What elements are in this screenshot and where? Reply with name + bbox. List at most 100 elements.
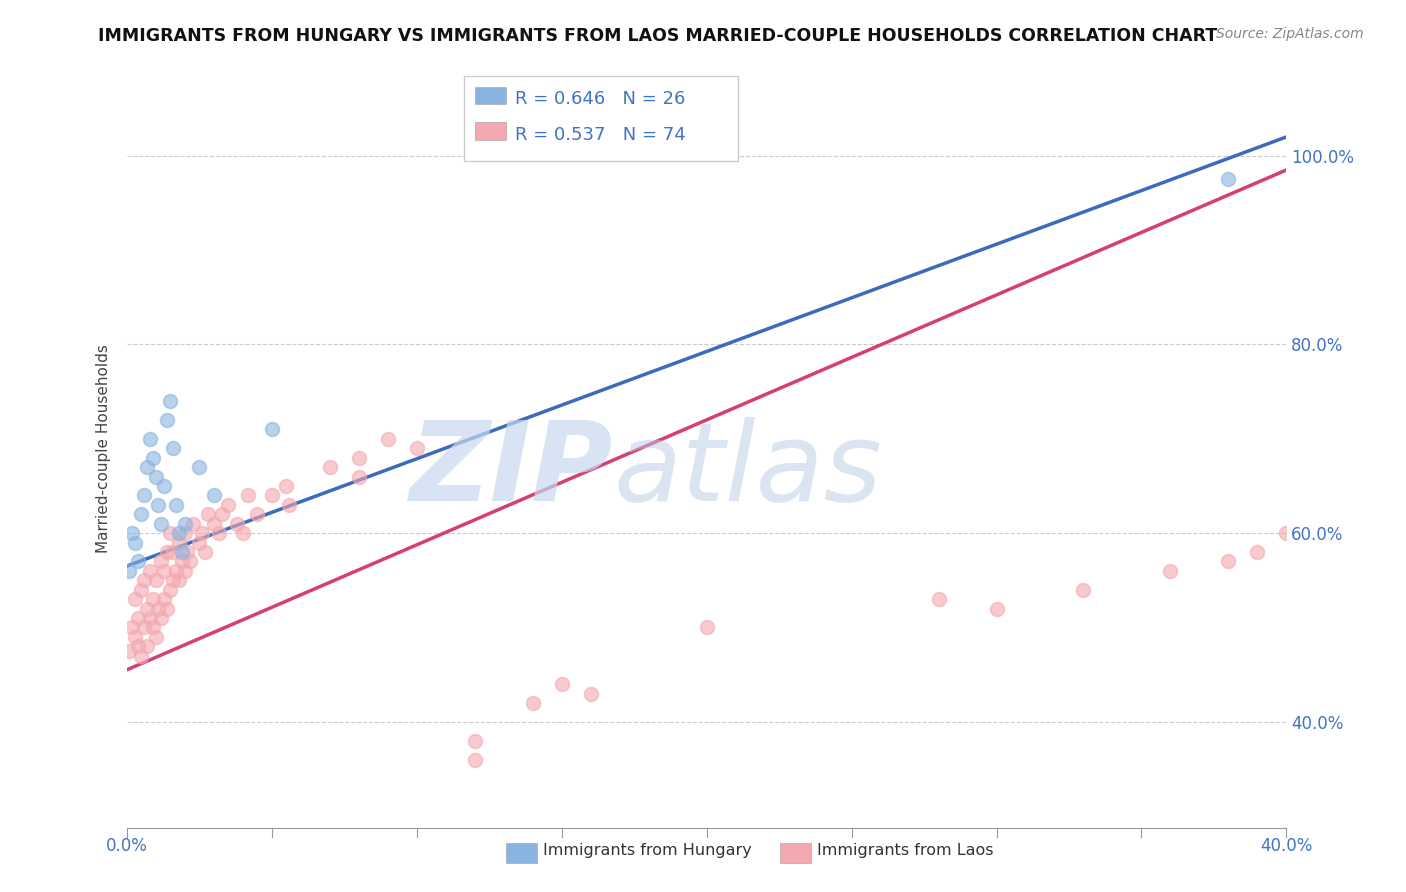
Point <box>153 479 176 493</box>
Point <box>121 620 143 634</box>
Text: Immigrants from Hungary: Immigrants from Hungary <box>543 844 751 858</box>
Text: R = 0.537   N = 74: R = 0.537 N = 74 <box>515 126 685 144</box>
Point <box>153 564 176 578</box>
Point <box>696 620 718 634</box>
Point <box>1305 516 1327 531</box>
Point <box>194 545 217 559</box>
Point <box>121 526 143 541</box>
Point <box>156 545 179 559</box>
Point <box>1073 582 1095 597</box>
Point <box>318 460 340 475</box>
Text: 40.0%: 40.0% <box>1260 837 1313 855</box>
Point <box>165 498 187 512</box>
Point <box>159 582 181 597</box>
Point <box>138 432 162 446</box>
Point <box>118 644 141 658</box>
Point <box>231 526 254 541</box>
Point <box>145 469 167 483</box>
Text: IMMIGRANTS FROM HUNGARY VS IMMIGRANTS FROM LAOS MARRIED-COUPLE HOUSEHOLDS CORREL: IMMIGRANTS FROM HUNGARY VS IMMIGRANTS FR… <box>98 27 1218 45</box>
Point <box>181 516 204 531</box>
Point <box>1275 526 1298 541</box>
Point <box>132 574 155 588</box>
Point <box>579 687 602 701</box>
Point <box>129 508 152 522</box>
Point <box>260 488 283 502</box>
Point <box>1218 172 1240 186</box>
Point <box>225 516 247 531</box>
Y-axis label: Married-couple Households: Married-couple Households <box>96 343 111 553</box>
Point <box>170 545 193 559</box>
Point <box>124 592 146 607</box>
Point <box>118 564 141 578</box>
Text: atlas: atlas <box>613 417 883 524</box>
Point <box>173 564 195 578</box>
Point <box>347 469 370 483</box>
Point <box>124 630 146 644</box>
Point <box>142 450 165 465</box>
Point <box>176 545 198 559</box>
Point <box>142 592 165 607</box>
Point <box>167 535 190 549</box>
Point <box>150 516 173 531</box>
Point <box>1159 564 1181 578</box>
Point <box>135 460 157 475</box>
Point <box>260 422 283 436</box>
Point <box>405 442 427 456</box>
Point <box>167 526 190 541</box>
Point <box>522 696 544 710</box>
Point <box>145 574 167 588</box>
Text: R = 0.646   N = 26: R = 0.646 N = 26 <box>515 90 685 108</box>
Point <box>986 601 1008 615</box>
Text: ZIP: ZIP <box>411 417 613 524</box>
Point <box>550 677 572 691</box>
Point <box>167 574 190 588</box>
Point <box>162 574 184 588</box>
Point <box>124 535 146 549</box>
Point <box>159 526 181 541</box>
Point <box>347 450 370 465</box>
Point <box>246 508 269 522</box>
Point <box>127 554 149 568</box>
Point <box>159 394 181 409</box>
Point <box>138 611 162 625</box>
Point <box>165 564 187 578</box>
Point <box>188 460 211 475</box>
Point <box>173 516 195 531</box>
Point <box>135 601 157 615</box>
Point <box>138 564 162 578</box>
Point <box>150 611 173 625</box>
Point <box>132 488 155 502</box>
Point <box>1218 554 1240 568</box>
Text: Source: ZipAtlas.com: Source: ZipAtlas.com <box>1216 27 1364 41</box>
Point <box>145 630 167 644</box>
Point <box>142 620 165 634</box>
Point <box>202 488 225 502</box>
Point <box>1246 545 1268 559</box>
Point <box>153 592 176 607</box>
Point <box>278 498 301 512</box>
Point <box>129 582 152 597</box>
Point <box>928 592 950 607</box>
Point <box>170 554 193 568</box>
Point <box>191 526 214 541</box>
Point <box>148 498 170 512</box>
Point <box>188 535 211 549</box>
Point <box>464 753 486 767</box>
Point <box>127 640 149 654</box>
Point <box>127 611 149 625</box>
Point <box>202 516 225 531</box>
Point <box>162 545 184 559</box>
Point <box>464 733 486 747</box>
Point <box>156 601 179 615</box>
Point <box>1391 498 1406 512</box>
Text: Immigrants from Laos: Immigrants from Laos <box>817 844 994 858</box>
Point <box>179 554 201 568</box>
Point <box>197 508 219 522</box>
Point <box>148 601 170 615</box>
Point <box>132 620 155 634</box>
Point <box>135 640 157 654</box>
Point <box>238 488 260 502</box>
Point <box>208 526 231 541</box>
Point <box>217 498 239 512</box>
Point <box>129 648 152 663</box>
